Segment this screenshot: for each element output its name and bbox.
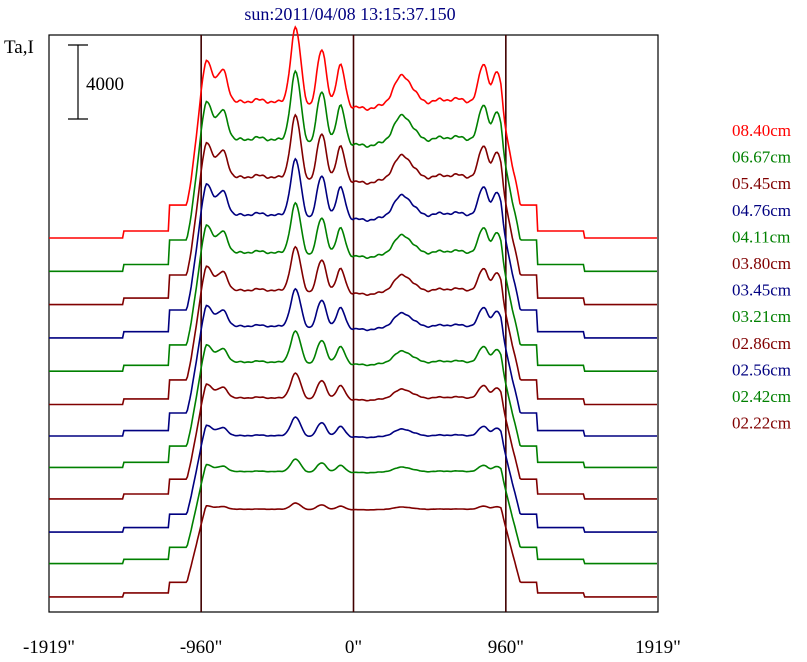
y-axis-label: Ta,I [4, 37, 34, 58]
legend-entry: 03.80cm [732, 254, 791, 273]
legend-entry: 02.42cm [732, 387, 791, 406]
scale-bar-label: 4000 [86, 74, 124, 95]
x-tick-label: 1919" [635, 637, 681, 658]
legend-entry: 03.45cm [732, 281, 791, 300]
legend-entry: 06.67cm [732, 148, 791, 167]
legend-entry: 02.86cm [732, 334, 791, 353]
legend: 08.40cm 06.67cm 05.45cm 04.76cm 04.11cm 03.80… [732, 121, 791, 433]
series-line [49, 372, 657, 500]
x-tick-label: -1919" [23, 637, 75, 658]
chart-title: sun:2011/04/08 13:15:37.150 [244, 4, 455, 24]
series-line [49, 245, 657, 406]
series-group [49, 25, 657, 598]
series-line [49, 329, 657, 469]
legend-entry: 04.11cm [732, 227, 790, 246]
x-tick-label: -960" [180, 637, 223, 658]
series-line [49, 157, 657, 339]
series-line [49, 458, 657, 565]
series-line [49, 502, 657, 598]
legend-entry: 02.22cm [732, 414, 791, 433]
x-tick-label: 0" [345, 637, 362, 658]
scale-bar: 4000 [68, 44, 124, 120]
x-tick-label: 960" [488, 637, 524, 658]
legend-entry: 08.40cm [732, 121, 791, 140]
legend-entry: 03.21cm [732, 307, 791, 326]
series-line [49, 201, 657, 372]
x-tick-labels: -1919" -960" 0" 960" 1919" [23, 637, 681, 658]
series-line [49, 69, 657, 273]
legend-entry: 04.76cm [732, 201, 791, 220]
series-line [49, 113, 657, 306]
legend-entry: 05.45cm [732, 174, 791, 193]
series-line [49, 416, 657, 533]
legend-entry: 02.56cm [732, 360, 791, 379]
limb-markers [200, 35, 507, 612]
series-line [49, 25, 657, 239]
series-line [49, 287, 657, 437]
